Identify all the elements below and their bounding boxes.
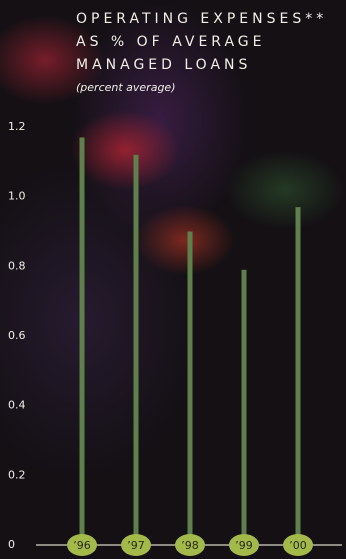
bar <box>134 155 139 545</box>
bar <box>242 270 247 545</box>
x-tick-label: ’96 <box>73 539 91 552</box>
chart: OPERATING EXPENSES** AS % OF AVERAGE MAN… <box>0 0 346 559</box>
x-tick-label: ’99 <box>235 539 253 552</box>
y-tick-label: 0.4 <box>8 399 26 412</box>
y-tick-label: 1.0 <box>8 190 26 203</box>
bar <box>80 137 85 545</box>
x-tick-label: ’98 <box>181 539 199 552</box>
y-tick-label: 0.8 <box>8 259 26 272</box>
x-tick-label: ’97 <box>127 539 145 552</box>
chart-title: AS % OF AVERAGE <box>76 34 265 50</box>
y-tick-label: 0.2 <box>8 468 26 481</box>
chart-area: OPERATING EXPENSES** AS % OF AVERAGE MAN… <box>0 0 346 559</box>
bar <box>296 207 301 545</box>
y-tick-label: 0 <box>8 538 15 551</box>
y-tick-label: 1.2 <box>8 120 26 133</box>
chart-title: MANAGED LOANS <box>76 57 251 73</box>
chart-subtitle: (percent average) <box>76 81 175 94</box>
y-tick-label: 0.6 <box>8 329 26 342</box>
bar <box>188 232 193 546</box>
chart-title: OPERATING EXPENSES** <box>76 11 327 27</box>
x-tick-label: ’00 <box>289 539 307 552</box>
